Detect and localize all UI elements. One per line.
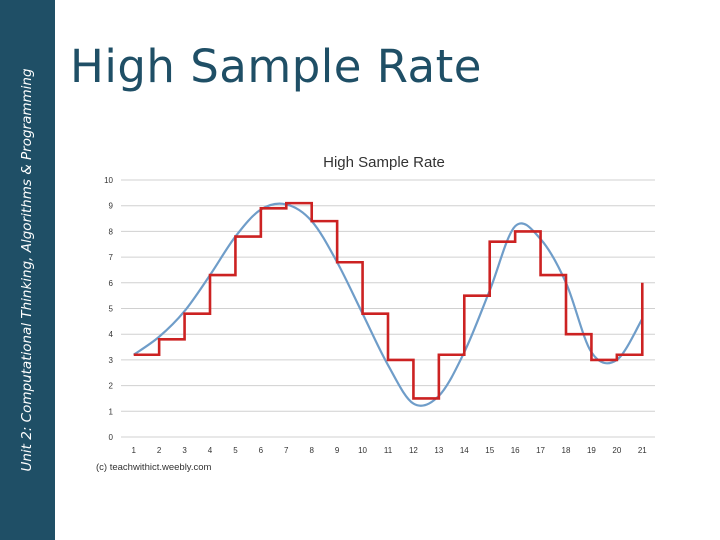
analog-signal-line xyxy=(133,202,644,407)
x-tick-label: 11 xyxy=(384,446,393,455)
x-tick-label: 6 xyxy=(259,446,264,455)
slide-title: High Sample Rate xyxy=(70,40,482,93)
x-tick-label: 4 xyxy=(208,446,213,455)
chart-title: High Sample Rate xyxy=(323,154,445,171)
y-axis-ticks: 0 1 2 3 4 5 6 7 8 9 10 xyxy=(104,176,113,442)
y-tick-label: 1 xyxy=(109,407,114,416)
x-tick-label: 3 xyxy=(182,446,187,455)
x-tick-label: 18 xyxy=(562,446,571,455)
x-tick-label: 2 xyxy=(157,446,162,455)
x-tick-label: 10 xyxy=(358,446,367,455)
y-tick-label: 2 xyxy=(109,382,114,391)
x-axis-ticks: 1 2 3 4 5 6 7 8 9 10 11 12 13 14 15 16 17 18 19 20 21 xyxy=(131,446,647,455)
chart-credit: (c) teachwithict.weebly.com xyxy=(96,462,212,473)
x-tick-label: 19 xyxy=(587,446,596,455)
x-tick-label: 13 xyxy=(434,446,443,455)
x-tick-label: 5 xyxy=(233,446,238,455)
x-tick-label: 14 xyxy=(460,446,469,455)
y-tick-label: 10 xyxy=(104,176,113,185)
sampled-step-line xyxy=(133,201,644,400)
y-tick-label: 5 xyxy=(109,305,114,314)
x-tick-label: 16 xyxy=(511,446,520,455)
x-tick-label: 17 xyxy=(536,446,545,455)
y-tick-label: 6 xyxy=(109,279,114,288)
y-tick-label: 3 xyxy=(109,356,114,365)
x-tick-label: 15 xyxy=(485,446,494,455)
x-tick-label: 21 xyxy=(638,446,647,455)
y-tick-label: 9 xyxy=(109,202,114,211)
y-tick-label: 0 xyxy=(109,433,114,442)
x-tick-label: 8 xyxy=(309,446,314,455)
y-tick-label: 8 xyxy=(109,227,114,236)
y-tick-label: 7 xyxy=(109,253,114,262)
x-tick-label: 20 xyxy=(612,446,621,455)
x-tick-label: 12 xyxy=(409,446,418,455)
sidebar: Unit 2: Computational Thinking, Algorith… xyxy=(0,0,55,540)
x-tick-label: 1 xyxy=(131,446,136,455)
x-tick-label: 7 xyxy=(284,446,289,455)
y-tick-label: 4 xyxy=(109,330,114,339)
x-tick-label: 9 xyxy=(335,446,340,455)
unit-label: Unit 2: Computational Thinking, Algorith… xyxy=(19,68,35,472)
series xyxy=(133,201,644,407)
